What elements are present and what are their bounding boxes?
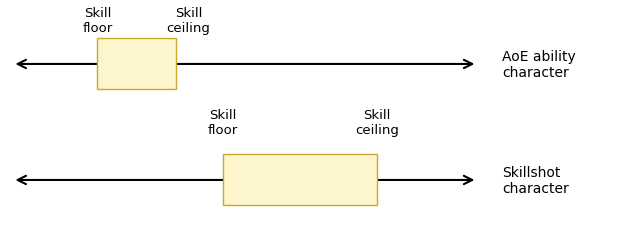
Text: AoE ability
character: AoE ability character: [502, 50, 576, 80]
Bar: [223, 155, 377, 206]
Bar: [97, 39, 176, 90]
Text: Skill
floor: Skill floor: [208, 109, 238, 137]
Text: Skill
ceiling: Skill ceiling: [355, 109, 399, 137]
Text: Skillshot
character: Skillshot character: [502, 165, 569, 195]
Text: Skill
floor: Skill floor: [82, 7, 112, 35]
Text: Skill
ceiling: Skill ceiling: [166, 7, 210, 35]
